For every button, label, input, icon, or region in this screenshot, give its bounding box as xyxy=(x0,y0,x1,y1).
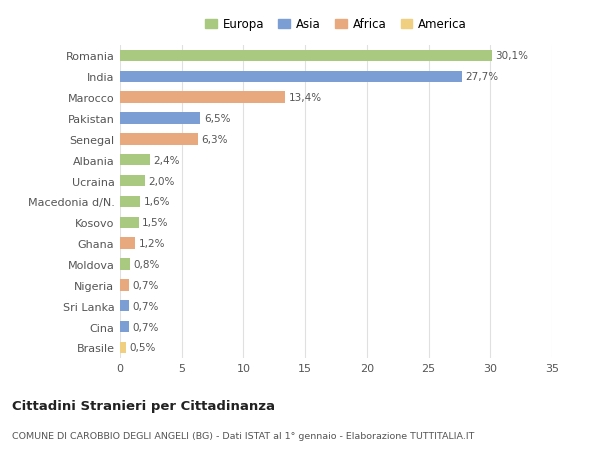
Text: 13,4%: 13,4% xyxy=(289,93,322,103)
Bar xyxy=(120,321,128,332)
Bar xyxy=(120,72,462,83)
Bar xyxy=(120,217,139,229)
Bar xyxy=(120,342,126,353)
Text: 0,7%: 0,7% xyxy=(133,301,159,311)
Text: 27,7%: 27,7% xyxy=(466,72,499,82)
Text: COMUNE DI CAROBBIO DEGLI ANGELI (BG) - Dati ISTAT al 1° gennaio - Elaborazione T: COMUNE DI CAROBBIO DEGLI ANGELI (BG) - D… xyxy=(12,431,475,441)
Bar xyxy=(120,113,200,124)
Bar xyxy=(120,92,286,104)
Bar xyxy=(120,134,198,145)
Bar xyxy=(120,238,135,249)
Bar xyxy=(120,175,145,187)
Text: 1,6%: 1,6% xyxy=(143,197,170,207)
Text: 2,4%: 2,4% xyxy=(154,155,180,165)
Text: 30,1%: 30,1% xyxy=(495,51,528,62)
Bar xyxy=(120,155,149,166)
Text: 2,0%: 2,0% xyxy=(148,176,175,186)
Bar xyxy=(120,259,130,270)
Text: 0,7%: 0,7% xyxy=(133,322,159,332)
Text: 1,5%: 1,5% xyxy=(142,218,169,228)
Text: 0,5%: 0,5% xyxy=(130,342,156,353)
Bar xyxy=(120,280,128,291)
Text: Cittadini Stranieri per Cittadinanza: Cittadini Stranieri per Cittadinanza xyxy=(12,399,275,412)
Bar xyxy=(120,300,128,312)
Text: 0,8%: 0,8% xyxy=(134,259,160,269)
Text: 1,2%: 1,2% xyxy=(139,239,165,249)
Bar xyxy=(120,196,140,207)
Bar xyxy=(120,50,491,62)
Text: 6,5%: 6,5% xyxy=(204,114,230,124)
Text: 6,3%: 6,3% xyxy=(202,134,228,145)
Legend: Europa, Asia, Africa, America: Europa, Asia, Africa, America xyxy=(203,16,469,34)
Text: 0,7%: 0,7% xyxy=(133,280,159,290)
